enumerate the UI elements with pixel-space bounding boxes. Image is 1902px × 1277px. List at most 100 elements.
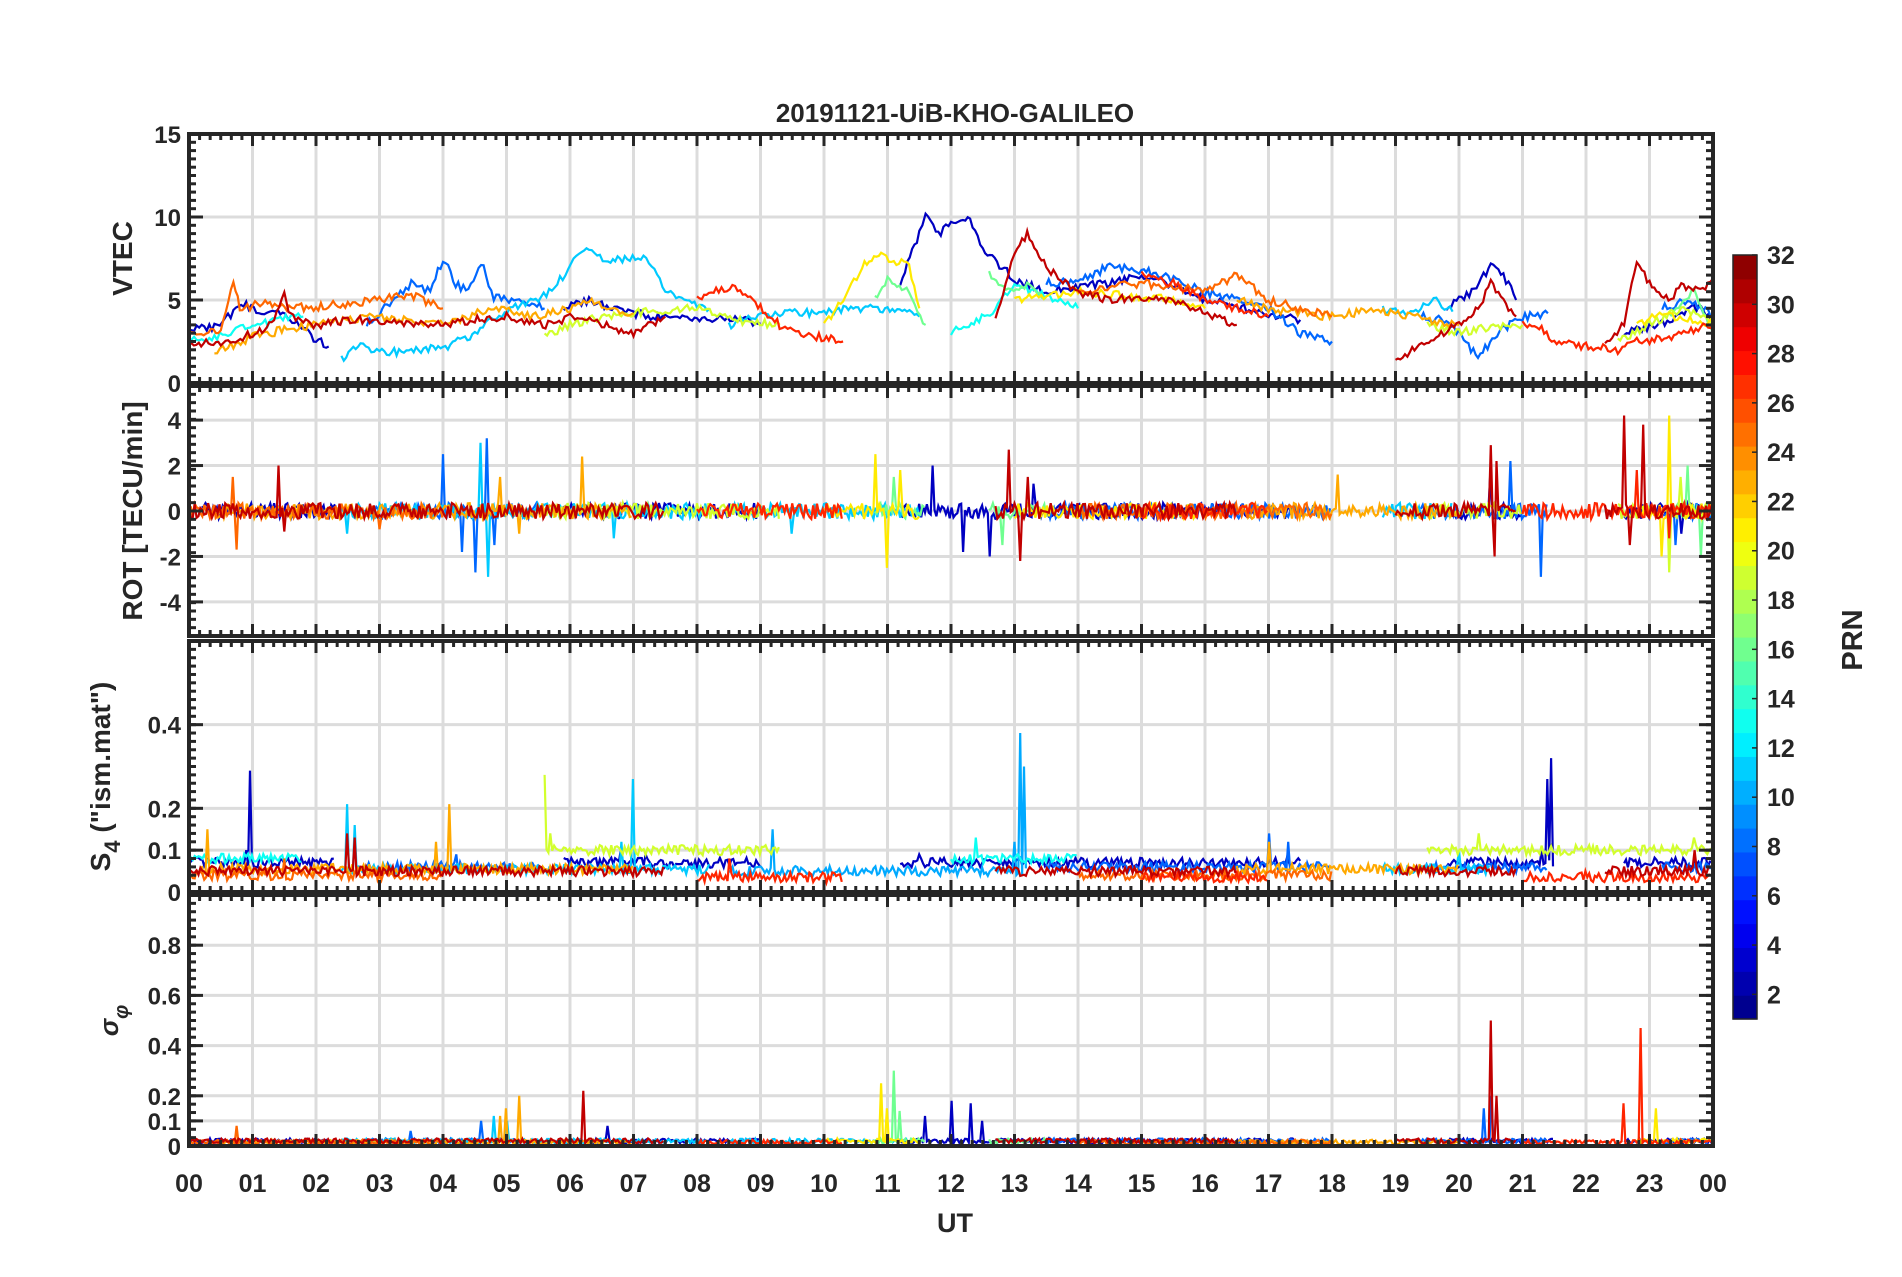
colorbar-tick-label: 24	[1767, 439, 1795, 467]
colorbar-band	[1733, 446, 1757, 471]
series-line-prn-19	[1426, 321, 1524, 338]
series-line-prn-27	[696, 1137, 843, 1146]
colorbar-band	[1733, 326, 1757, 352]
colorbar-band	[1733, 708, 1757, 734]
series-line-prn-23	[1236, 296, 1460, 330]
series-line-prn-27	[697, 858, 843, 887]
x-tick-label: 05	[493, 1170, 521, 1198]
colorbar-band	[1733, 469, 1757, 495]
x-tick-label: 03	[366, 1170, 394, 1198]
colorbar-band	[1733, 756, 1757, 781]
panel-rot: -4 -2 0 2 4 ROT [TECU/min]	[117, 384, 1715, 638]
series-line-prn-16	[874, 274, 927, 326]
y-tick-label: 0.4	[148, 713, 182, 740]
panel-sigma_phi: 00.10.2 0.4 0.6 0.8 σφ	[94, 893, 1715, 1161]
x-tick-label: 14	[1064, 1170, 1092, 1198]
series-line-prn-30	[189, 288, 666, 349]
x-tick-label: 11	[874, 1170, 901, 1198]
colorbar-band	[1733, 828, 1757, 853]
y-tick-label: 0.6	[148, 983, 181, 1010]
series-line-prn-21	[1635, 1108, 1712, 1146]
y-tick-label: 2	[168, 454, 181, 481]
x-tick-label: 04	[429, 1170, 457, 1198]
x-tick-labels: 00 01 02 03 04 05 06 07 08 09 10 11 12 13 14 15 16 17 18 19…	[175, 1170, 1727, 1198]
colorbar-tick-label: 4	[1767, 932, 1781, 960]
colorbar-band	[1733, 780, 1757, 805]
series-line-prn-30	[994, 449, 1237, 562]
colorbar-band	[1733, 899, 1757, 925]
series-line-prn-3	[563, 850, 761, 871]
y-tick-label: 0.2	[148, 1084, 181, 1111]
colorbar-tick-label: 8	[1767, 833, 1781, 861]
y-tick-label: -2	[160, 544, 181, 571]
x-tick-label: 19	[1382, 1170, 1410, 1198]
colorbar-label: PRN	[1837, 609, 1869, 670]
y-tick-label: 0.1	[148, 1109, 181, 1136]
y-axis-label: S4 ("ism.mat")	[85, 682, 125, 872]
series-line-prn-16	[988, 270, 1048, 301]
colorbar-band	[1733, 875, 1757, 901]
y-tick-label: 15	[154, 122, 181, 149]
y-axis-label-sub: 4	[100, 840, 125, 853]
colorbar-band	[1733, 278, 1757, 304]
colorbar-tick-label: 6	[1767, 883, 1781, 911]
x-tick-label: 07	[620, 1170, 648, 1198]
colorbar-tick-label: 32	[1767, 242, 1795, 270]
colorbar-tick-label: 26	[1767, 390, 1795, 418]
series-line-prn-3	[899, 851, 1302, 872]
series-line-prn-23	[1236, 474, 1459, 523]
series-line-prn-27	[1140, 270, 1270, 319]
series-line-prn-30	[1604, 259, 1713, 345]
series-line-prn-30	[189, 1090, 665, 1146]
colorbar-band	[1733, 398, 1757, 423]
colorbar-band	[1733, 422, 1757, 447]
series-line-prn-10	[728, 732, 1027, 880]
y-axis-label-main: S	[85, 853, 116, 872]
colorbar-band	[1733, 493, 1757, 519]
series-line-prn-30	[1395, 277, 1517, 361]
x-tick-label: 09	[747, 1170, 775, 1198]
x-tick-label: 10	[810, 1170, 838, 1198]
series-line-prn-11	[340, 778, 711, 878]
x-tick-label: 08	[683, 1170, 711, 1198]
series-line-prn-8	[1419, 460, 1548, 577]
series-line-prn-8	[1661, 297, 1713, 319]
x-tick-label: 02	[302, 1170, 330, 1198]
y-tick-label: 0	[168, 371, 181, 398]
series-line-prn-25	[1077, 271, 1333, 318]
colorbar-band	[1733, 684, 1757, 710]
series-group	[189, 211, 1713, 363]
x-tick-label: 13	[1001, 1170, 1029, 1198]
colorbar-band	[1733, 565, 1757, 590]
series-group	[189, 732, 1712, 887]
series-line-prn-30	[1394, 445, 1516, 557]
x-tick-label: 00	[175, 1170, 203, 1198]
colorbar-band	[1733, 541, 1757, 566]
colorbar-tick-label: 20	[1767, 538, 1795, 566]
colorbar-tick-label: 22	[1767, 488, 1795, 516]
colorbar-band	[1733, 995, 1757, 1020]
y-tick-label: 0	[168, 880, 181, 907]
series-line-prn-21	[823, 251, 921, 324]
series-line-prn-30	[189, 833, 665, 880]
series-line-prn-3	[1445, 262, 1518, 311]
x-tick-label: 00	[1699, 1170, 1727, 1198]
y-tick-label: 0.4	[148, 1034, 182, 1061]
series-line-prn-30	[994, 226, 1237, 328]
colorbar-band	[1733, 613, 1757, 638]
colorbar-band	[1733, 350, 1757, 375]
series-line-prn-11	[340, 246, 711, 363]
x-tick-label: 15	[1128, 1170, 1156, 1198]
series-line-prn-30	[1603, 415, 1713, 546]
x-tick-label: 20	[1445, 1170, 1473, 1198]
series-line-prn-13	[950, 837, 1077, 867]
series-line-prn-8	[1045, 833, 1331, 875]
colorbar-band	[1733, 660, 1757, 686]
series-line-prn-30	[994, 863, 1237, 880]
y-axis-label: VTEC	[107, 221, 138, 296]
series-group	[189, 415, 1713, 577]
chart-title: 20191121-UiB-KHO-GALILEO	[776, 98, 1134, 128]
